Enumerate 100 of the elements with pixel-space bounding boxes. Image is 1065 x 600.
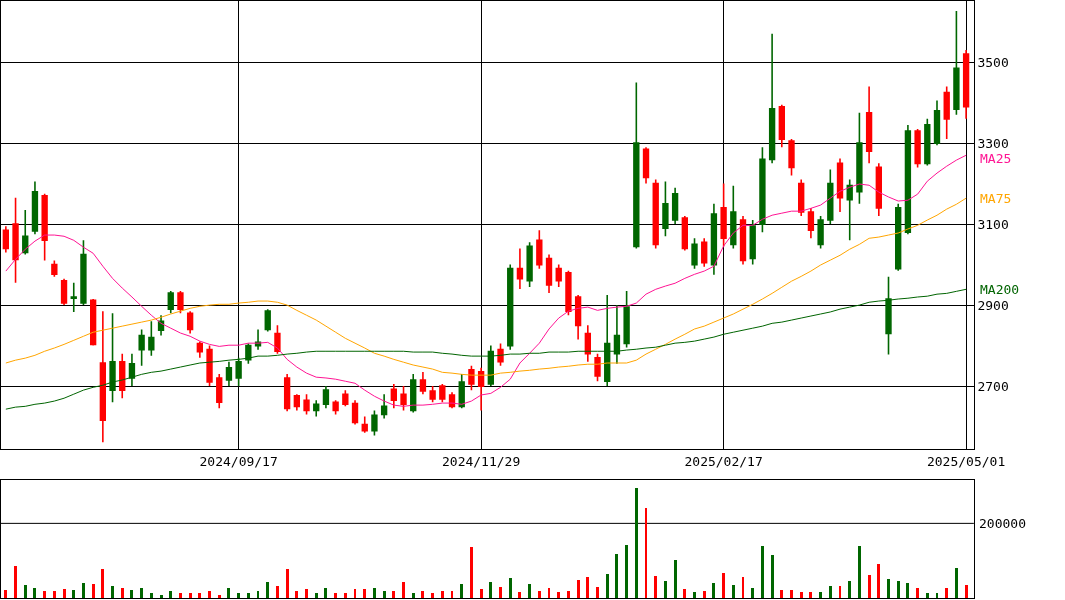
candlestick: [788, 138, 795, 177]
bar: [654, 576, 657, 598]
bar: [965, 585, 968, 598]
x-tick-label: 2024/09/17: [199, 453, 278, 469]
bar: [732, 585, 735, 598]
bar: [92, 584, 95, 598]
candlestick: [701, 237, 708, 268]
bar: [596, 587, 599, 598]
bar: [208, 591, 211, 598]
candlestick: [128, 352, 136, 387]
candlestick: [943, 85, 950, 140]
candlestick: [778, 103, 785, 148]
candlestick: [865, 85, 873, 165]
bar: [742, 577, 744, 598]
candlestick: [875, 162, 882, 217]
bar: [460, 584, 463, 598]
bar: [101, 569, 104, 598]
candlestick: [274, 324, 281, 355]
candlestick: [768, 33, 776, 165]
x-tick-label: 2024/11/29: [441, 453, 521, 469]
bar: [674, 560, 677, 598]
bar: [761, 546, 764, 598]
bar: [247, 593, 250, 598]
bar: [402, 582, 405, 598]
bar: [518, 592, 521, 598]
candlestick: [914, 128, 921, 169]
candlestick: [419, 371, 427, 395]
bar: [528, 584, 531, 598]
candlestick: [895, 203, 902, 272]
bar: [421, 591, 424, 598]
bar: [586, 577, 589, 598]
y-tick-label: 3500: [977, 54, 1009, 70]
bar: [936, 593, 938, 598]
bar: [848, 581, 851, 598]
candlestick: [322, 385, 330, 410]
bar: [315, 593, 318, 598]
bar: [324, 588, 327, 598]
candlestick: [22, 209, 29, 256]
bar: [829, 586, 832, 598]
candlestick: [739, 215, 747, 266]
candlestick: [516, 247, 524, 290]
candlestick: [89, 298, 97, 347]
candlestick: [342, 389, 349, 408]
bar: [189, 593, 192, 598]
bar: [800, 592, 803, 598]
candlestick: [807, 207, 815, 240]
bar: [373, 588, 376, 598]
candlestick: [749, 219, 756, 266]
candlestick: [177, 290, 184, 314]
candlestick: [691, 237, 698, 270]
candlestick: [60, 277, 68, 306]
bar: [383, 591, 386, 598]
text: 200000: [979, 516, 1026, 531]
bar: [538, 591, 541, 598]
bar: [567, 591, 570, 598]
line-series: [5, 197, 967, 376]
series-label: MA25: [980, 151, 1012, 166]
bar: [577, 580, 580, 598]
candlestick: [953, 10, 960, 116]
candlestick: [759, 146, 766, 234]
candlestick: [138, 328, 145, 367]
bar: [227, 588, 230, 598]
bar: [363, 589, 366, 598]
bar: [480, 589, 483, 598]
candlestick: [361, 415, 368, 434]
bar: [557, 592, 560, 598]
bar: [751, 588, 754, 598]
candlestick: [507, 263, 514, 351]
candlestick: [924, 118, 931, 167]
candlestick: [206, 344, 213, 387]
line-series: [5, 154, 967, 407]
candlestick: [827, 168, 834, 225]
candlestick: [730, 184, 737, 250]
candlestick: [119, 352, 126, 400]
candlestick: [594, 352, 601, 383]
series-label: MA75: [980, 191, 1012, 206]
bar: [295, 591, 298, 598]
bar: [266, 582, 269, 598]
candlestick: [652, 178, 659, 250]
candlestick: [332, 399, 339, 416]
bar: [839, 586, 841, 598]
candlestick: [148, 320, 155, 357]
bar: [664, 581, 667, 598]
bar: [606, 574, 609, 598]
x-tick-label: 2025/05/01: [926, 453, 1006, 469]
candlestick: [410, 373, 417, 414]
bar: [218, 595, 221, 598]
candlestick: [545, 253, 553, 294]
candlestick: [962, 49, 970, 120]
bar: [548, 588, 550, 598]
y-tick-label: 2700: [977, 378, 1009, 394]
candlestick: [468, 365, 475, 391]
bar: [14, 566, 17, 598]
bar: [257, 591, 259, 598]
candlestick: [80, 239, 87, 306]
candlestick: [264, 308, 271, 333]
bar: [858, 546, 861, 598]
bar: [693, 592, 696, 598]
bar: [868, 575, 871, 598]
candlestick: [109, 312, 116, 404]
